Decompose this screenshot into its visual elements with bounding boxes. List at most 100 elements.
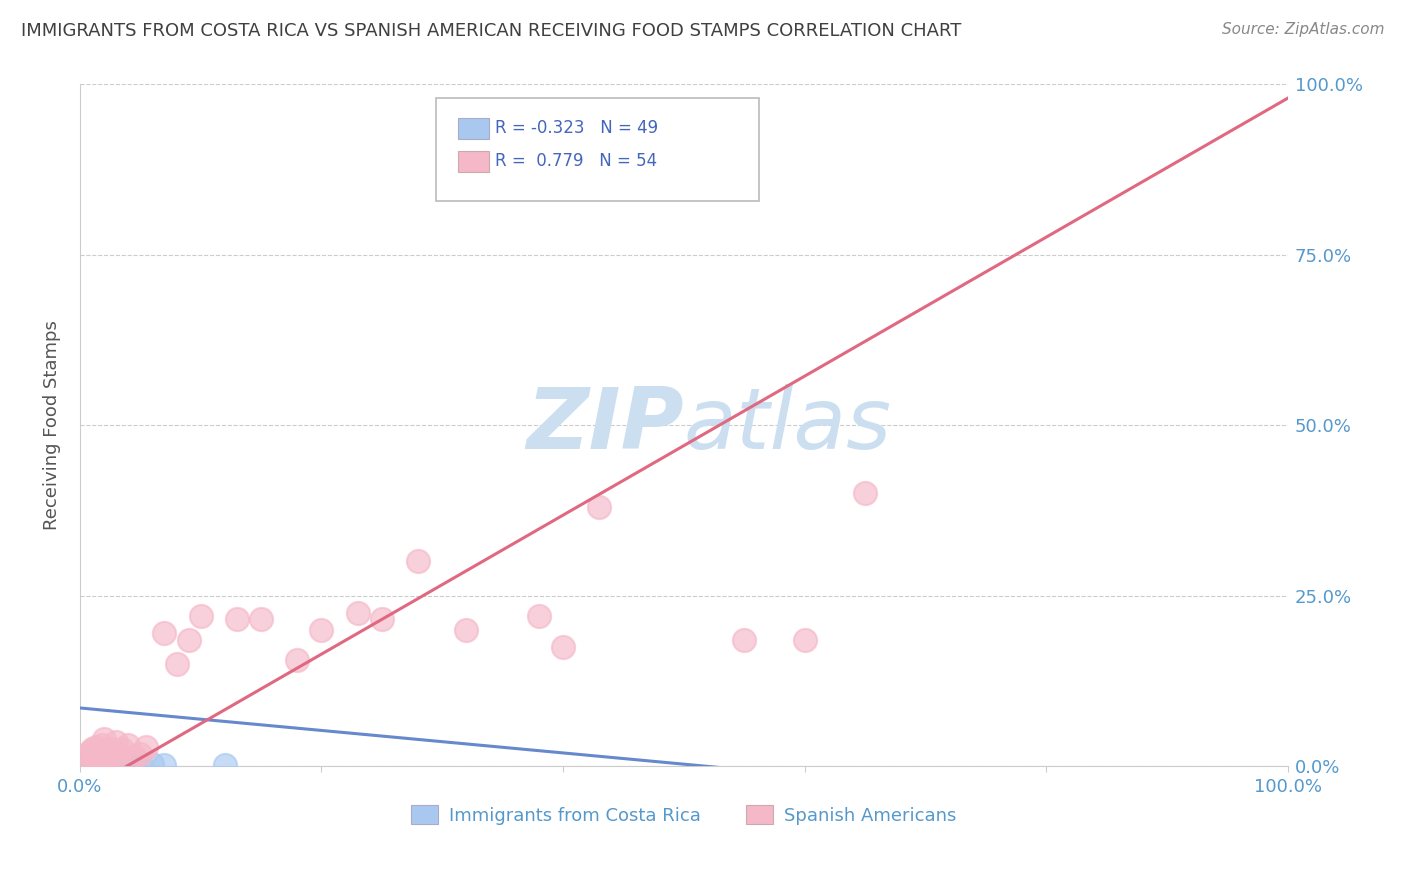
- Point: [84, 750, 107, 764]
- Point: [98, 750, 121, 764]
- Point: [346, 606, 368, 620]
- Point: [153, 757, 176, 772]
- Point: [80, 750, 103, 764]
- Text: R = -0.323   N = 49: R = -0.323 N = 49: [495, 120, 658, 137]
- Point: [226, 612, 249, 626]
- Point: [91, 750, 114, 764]
- Point: [190, 609, 212, 624]
- Point: [87, 753, 110, 767]
- Point: [89, 748, 111, 763]
- Y-axis label: Receiving Food Stamps: Receiving Food Stamps: [44, 320, 60, 530]
- Point: [87, 750, 110, 764]
- Point: [107, 748, 129, 763]
- Point: [83, 756, 105, 770]
- Point: [89, 756, 111, 770]
- Point: [90, 739, 112, 753]
- Point: [87, 753, 110, 767]
- Text: atlas: atlas: [683, 384, 891, 467]
- Point: [153, 626, 176, 640]
- Point: [793, 632, 815, 647]
- Point: [84, 739, 107, 754]
- Point: [105, 753, 128, 767]
- Point: [406, 554, 429, 568]
- Point: [98, 747, 121, 761]
- Point: [122, 756, 145, 771]
- Point: [129, 747, 152, 761]
- Point: [89, 752, 111, 766]
- Point: [177, 632, 200, 647]
- Point: [98, 753, 121, 767]
- Point: [129, 756, 152, 770]
- Point: [84, 753, 107, 767]
- Point: [90, 750, 112, 764]
- Point: [89, 748, 111, 763]
- Point: [107, 756, 129, 770]
- Point: [75, 756, 97, 770]
- Point: [114, 756, 136, 770]
- Point: [79, 745, 101, 759]
- Point: [551, 640, 574, 654]
- Point: [83, 752, 105, 766]
- Point: [117, 739, 139, 753]
- Point: [79, 752, 101, 766]
- Point: [214, 757, 236, 772]
- Point: [93, 752, 115, 766]
- Point: [103, 752, 125, 766]
- Point: [96, 752, 118, 766]
- Text: Source: ZipAtlas.com: Source: ZipAtlas.com: [1222, 22, 1385, 37]
- Point: [90, 752, 112, 766]
- Point: [853, 486, 876, 500]
- Point: [83, 752, 105, 766]
- Point: [84, 750, 107, 764]
- Point: [87, 752, 110, 766]
- Point: [285, 653, 308, 667]
- Point: [122, 748, 145, 763]
- Point: [733, 632, 755, 647]
- Point: [93, 753, 115, 767]
- Point: [166, 657, 188, 671]
- Point: [588, 500, 610, 514]
- Point: [90, 756, 112, 770]
- Point: [96, 745, 118, 759]
- Point: [80, 753, 103, 767]
- Point: [105, 745, 128, 759]
- Point: [141, 756, 163, 771]
- Point: [103, 752, 125, 766]
- Point: [87, 755, 110, 769]
- Point: [89, 742, 111, 756]
- Point: [98, 742, 121, 756]
- Point: [89, 745, 111, 759]
- Point: [117, 756, 139, 770]
- Point: [90, 753, 112, 767]
- Point: [87, 747, 110, 762]
- Point: [103, 756, 125, 770]
- Point: [87, 745, 110, 759]
- Point: [456, 623, 478, 637]
- Point: [111, 753, 134, 767]
- Point: [75, 748, 97, 763]
- Point: [250, 612, 273, 626]
- Point: [105, 735, 128, 749]
- Text: R =  0.779   N = 54: R = 0.779 N = 54: [495, 153, 657, 170]
- Point: [87, 745, 110, 759]
- Point: [96, 756, 118, 770]
- Point: [89, 753, 111, 767]
- Point: [98, 748, 121, 763]
- Point: [83, 748, 105, 763]
- Point: [93, 756, 115, 770]
- Point: [93, 748, 115, 763]
- Point: [135, 739, 157, 754]
- Point: [90, 747, 112, 761]
- Point: [96, 752, 118, 766]
- Point: [93, 750, 115, 764]
- Point: [80, 742, 103, 756]
- Point: [371, 612, 394, 626]
- Point: [87, 750, 110, 764]
- Text: ZIP: ZIP: [526, 384, 683, 467]
- Point: [93, 731, 115, 746]
- Point: [80, 756, 103, 771]
- Text: IMMIGRANTS FROM COSTA RICA VS SPANISH AMERICAN RECEIVING FOOD STAMPS CORRELATION: IMMIGRANTS FROM COSTA RICA VS SPANISH AM…: [21, 22, 962, 40]
- Legend: Immigrants from Costa Rica, Spanish Americans: Immigrants from Costa Rica, Spanish Amer…: [404, 798, 963, 832]
- Point: [311, 623, 333, 637]
- Point: [96, 748, 118, 763]
